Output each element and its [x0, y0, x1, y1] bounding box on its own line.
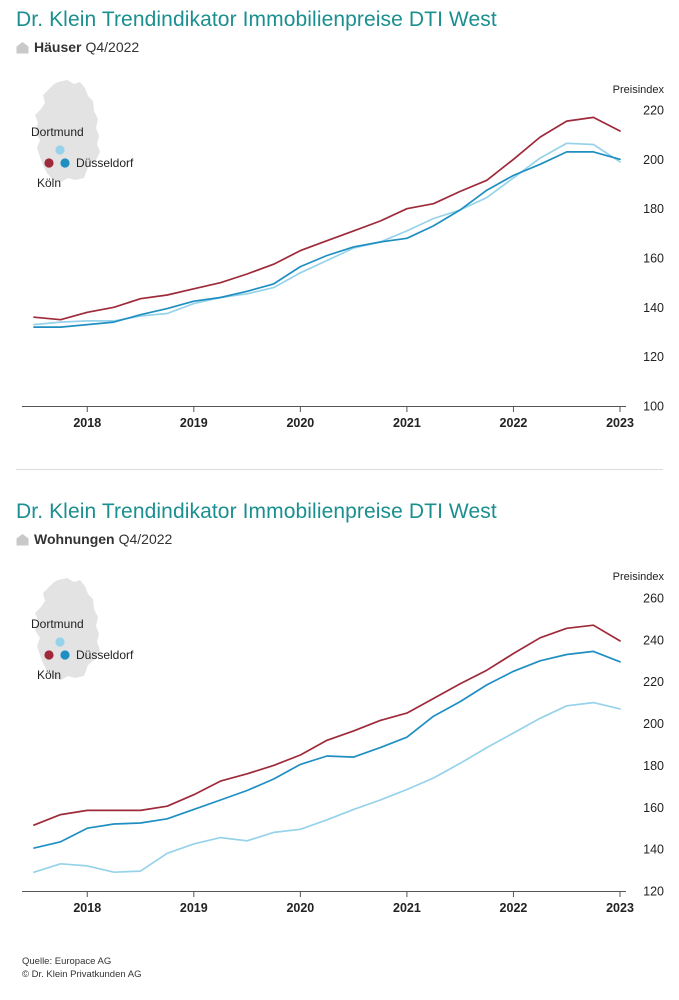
legend-label-dortmund: Dortmund	[31, 125, 84, 139]
series-line-duesseldorf	[33, 650, 621, 849]
y-tick-label: 220	[643, 675, 664, 689]
chart-panel-wohnungen: Dortmund Düsseldorf Köln 2018 2019 2020 2021 20…	[0, 492, 679, 962]
y-tick-label: 160	[643, 252, 664, 266]
x-tick-label: 2023	[606, 901, 634, 915]
y-tick-label: 240	[643, 633, 664, 647]
x-tick-label: 2018	[73, 901, 101, 915]
subtitle-period: Q4/2022	[85, 39, 140, 55]
y-tick-label: 220	[643, 104, 664, 118]
y-tick-label: 100	[643, 400, 664, 414]
line-chart-haeuser: Dortmund Düsseldorf Köln 2018 2019 2020 2021 20…	[22, 80, 665, 430]
house-icon	[16, 41, 29, 53]
legend-label-duesseldorf: Düsseldorf	[76, 648, 134, 662]
subtitle-period: Q4/2022	[118, 531, 173, 547]
x-tick-label: 2023	[606, 416, 634, 430]
source-line: Quelle: Europace AG	[22, 956, 112, 967]
copyright-line: © Dr. Klein Privatkunden AG	[22, 969, 142, 980]
legend-dot-koeln	[44, 650, 54, 660]
y-tick-label: 200	[643, 717, 664, 731]
y-tick-label: 180	[643, 202, 664, 216]
x-tick-label: 2020	[286, 416, 314, 430]
series-line-dortmund	[33, 701, 621, 874]
y-tick-label: 160	[643, 801, 664, 815]
subtitle-category: Wohnungen	[34, 531, 115, 547]
source-note: Quelle: Europace AG © Dr. Klein Privatku…	[22, 955, 141, 981]
house-icon	[16, 533, 29, 545]
y-tick-label: 140	[643, 843, 664, 857]
legend-label-duesseldorf: Düsseldorf	[76, 156, 134, 170]
x-tick-label: 2021	[393, 901, 421, 915]
series-line-duesseldorf	[33, 151, 621, 328]
subtitle-category: Häuser	[34, 39, 82, 55]
series-line-koeln	[33, 624, 621, 826]
legend-dot-duesseldorf	[60, 158, 70, 168]
germany-map	[35, 80, 100, 182]
x-tick-label: 2019	[180, 901, 208, 915]
x-tick-label: 2022	[500, 416, 528, 430]
chart-subtitle: Häuser Q4/2022	[16, 39, 139, 55]
chart-subtitle: Wohnungen Q4/2022	[16, 531, 172, 547]
legend-dot-duesseldorf	[60, 650, 70, 660]
legend-dot-dortmund	[55, 637, 65, 647]
legend-label-koeln: Köln	[37, 176, 61, 190]
panel-divider	[16, 469, 663, 470]
legend-label-dortmund: Dortmund	[31, 617, 84, 631]
y-tick-label: 120	[643, 350, 664, 364]
germany-map-shape	[35, 80, 100, 182]
series-line-koeln	[33, 116, 621, 321]
chart-title: Dr. Klein Trendindikator Immobilienpreis…	[16, 8, 497, 31]
y-tick-label: 260	[643, 592, 664, 606]
y-tick-label: 120	[643, 885, 664, 899]
x-tick-label: 2021	[393, 416, 421, 430]
legend-dot-dortmund	[55, 145, 65, 155]
line-chart-wohnungen: Dortmund Düsseldorf Köln 2018 2019 2020 2021 20…	[22, 571, 665, 915]
y-tick-label: 140	[643, 301, 664, 315]
y-tick-label: 200	[643, 153, 664, 167]
chart-title: Dr. Klein Trendindikator Immobilienpreis…	[16, 500, 497, 523]
y-axis-unit-label: Preisindex	[613, 571, 665, 583]
legend-label-koeln: Köln	[37, 668, 61, 682]
series-line-dortmund	[33, 142, 621, 326]
x-tick-label: 2020	[286, 901, 314, 915]
chart-panel-haeuser: Dortmund Düsseldorf Köln 2018 2019 2020 2021 20…	[0, 0, 679, 468]
legend-dot-koeln	[44, 158, 54, 168]
x-tick-label: 2018	[73, 416, 101, 430]
x-tick-label: 2022	[500, 901, 528, 915]
x-tick-label: 2019	[180, 416, 208, 430]
y-axis-unit-label: Preisindex	[613, 84, 665, 96]
y-tick-label: 180	[643, 759, 664, 773]
